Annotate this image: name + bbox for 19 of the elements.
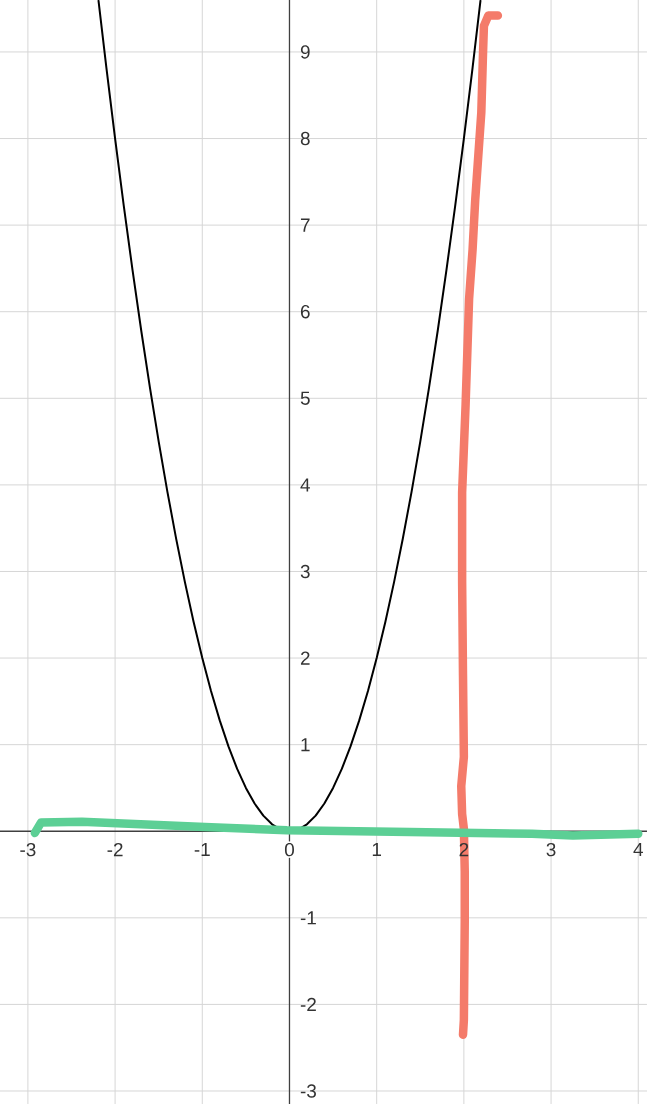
y-tick-label: 7: [300, 218, 310, 232]
x-tick-label: 3: [546, 842, 556, 857]
y-tick-label: -2: [300, 997, 316, 1012]
x-tick-label: -2: [107, 842, 123, 857]
x-tick-label: -3: [20, 842, 36, 857]
y-tick-label: 6: [300, 305, 310, 319]
x-tick-label: 0: [284, 842, 295, 857]
y-tick-label: -3: [300, 1084, 317, 1098]
y-tick-label: -1: [300, 911, 316, 925]
y-tick-label: 2: [300, 651, 310, 665]
x-tick-label: 4: [633, 842, 643, 856]
y-tick-label: 5: [300, 391, 310, 405]
x-tick-label: 1: [372, 842, 382, 856]
y-tick-label: 3: [300, 564, 310, 579]
y-tick-label: 8: [300, 131, 310, 146]
y-tick-label: 1: [301, 738, 310, 752]
y-tick-label: 9: [300, 45, 310, 59]
y-tick-label: 4: [300, 478, 310, 492]
x-tick-label: -1: [194, 842, 210, 856]
